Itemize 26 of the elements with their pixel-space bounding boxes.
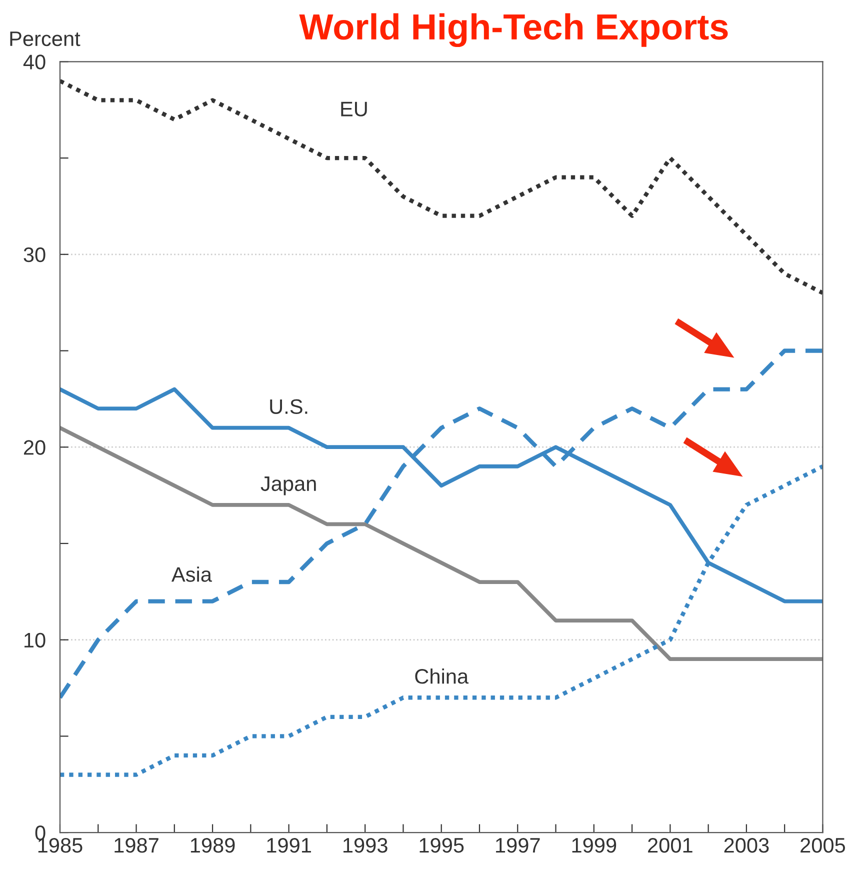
line-series: [60, 78, 823, 296]
series-label: EU: [341, 102, 367, 116]
series-label: Asia: [171, 566, 212, 582]
x-tick-label: 1995: [420, 838, 464, 853]
series-label: China: [415, 668, 469, 684]
series-label: Japan: [260, 476, 316, 496]
x-tick-label: 1997: [496, 838, 540, 853]
x-tick-label: 2003: [724, 838, 769, 853]
x-tick-label: 1989: [190, 838, 235, 853]
x-tick-label: 1999: [572, 838, 616, 853]
x-tick-label: 1993: [344, 838, 388, 853]
x-tick-label: 1987: [114, 838, 158, 853]
x-tick-label: 1985: [38, 838, 82, 853]
x-tick-label: 2005: [800, 838, 846, 853]
y-axis-title: Percent: [10, 32, 80, 46]
series-label: U.S.: [270, 399, 308, 414]
y-tick-label: 0: [35, 826, 46, 840]
line-series: [60, 348, 823, 700]
y-tick-label: 20: [24, 440, 46, 455]
y-tick-label: 30: [24, 247, 46, 262]
line-series: [60, 426, 823, 662]
y-tick-label: 10: [24, 632, 46, 648]
y-tick-label: 40: [23, 54, 46, 70]
x-tick-label: 2001: [648, 838, 692, 853]
x-tick-label: 1991: [267, 838, 311, 853]
chart-title: World High-Tech Exports: [299, 13, 728, 48]
